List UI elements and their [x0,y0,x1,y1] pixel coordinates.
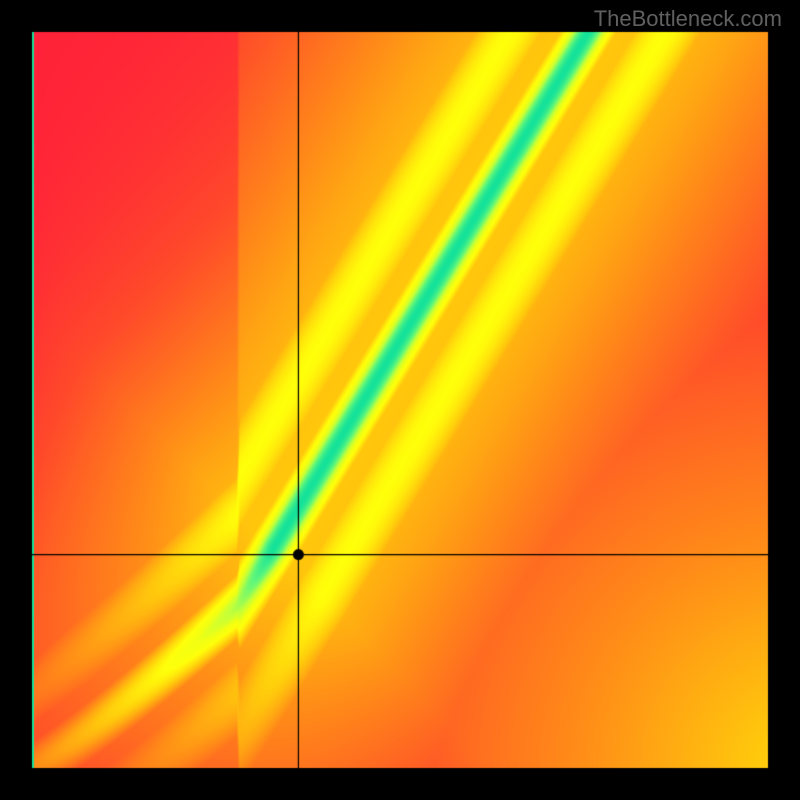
bottleneck-heatmap [0,0,800,800]
watermark-text: TheBottleneck.com [594,6,782,32]
chart-container: TheBottleneck.com [0,0,800,800]
